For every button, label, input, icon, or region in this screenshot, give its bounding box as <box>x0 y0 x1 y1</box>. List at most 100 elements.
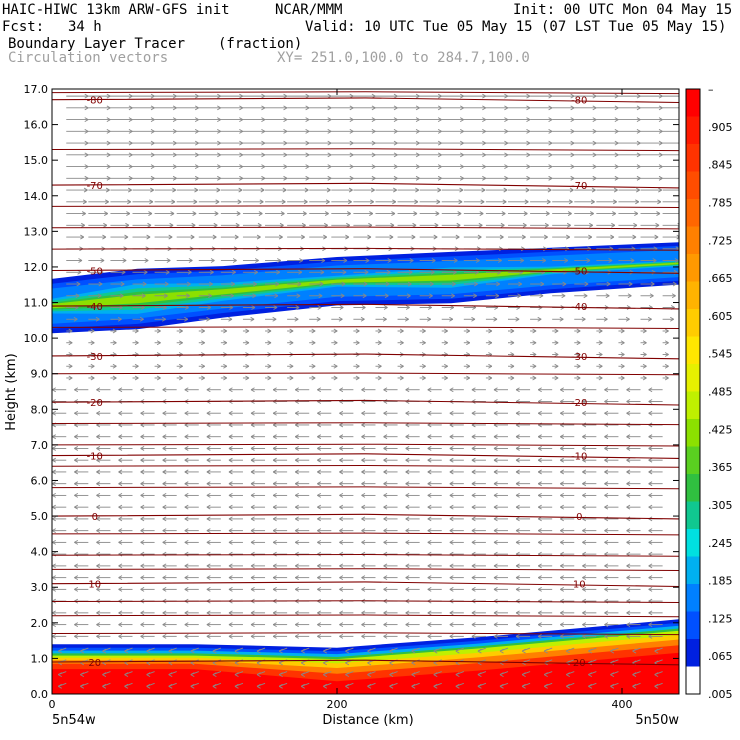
vector-arrowhead <box>289 328 294 334</box>
vector-arrowhead <box>437 164 442 169</box>
vector-arrowhead <box>361 575 366 581</box>
vector-arrowhead <box>305 164 310 169</box>
vector-arrowhead <box>323 683 328 689</box>
vector-arrowhead <box>471 586 476 592</box>
vector-arrowhead <box>421 375 426 381</box>
vector-arrowhead <box>90 340 95 346</box>
contour-label: -30 <box>571 352 587 363</box>
vector-arrowhead <box>437 93 442 99</box>
vector-arrowhead <box>239 93 244 99</box>
vector-arrowhead <box>162 622 167 627</box>
vector-arrowhead <box>317 504 322 510</box>
vector-arrowhead <box>90 363 95 369</box>
vector-arrowhead <box>493 610 498 616</box>
vector-arrowhead <box>626 399 631 404</box>
vector-arrowhead <box>323 672 328 677</box>
vector-arrowhead <box>305 117 310 122</box>
vector-arrowhead <box>570 175 575 181</box>
org-label: NCAR/MMM <box>275 2 343 18</box>
vector-arrowhead <box>554 375 559 381</box>
vector-arrowhead <box>504 164 509 169</box>
y-tick-label: 1.0 <box>31 652 49 665</box>
vector-arrowhead <box>140 387 145 393</box>
vector-arrowhead <box>140 446 145 451</box>
x-tick-label: 400 <box>612 698 633 711</box>
vector-arrowhead <box>339 504 344 510</box>
vector-arrowhead <box>648 575 653 581</box>
vector-arrowhead <box>413 211 418 216</box>
vector-arrowhead <box>526 117 531 122</box>
vector-arrowhead <box>250 457 255 463</box>
vector-arrowhead <box>502 199 507 205</box>
vector-arrowhead <box>304 187 309 193</box>
vector-arrowhead <box>614 152 619 158</box>
temperature-contour <box>52 553 679 557</box>
vector-arrowhead <box>658 175 663 181</box>
vector-arrowhead <box>475 258 480 263</box>
vector-arrowhead <box>604 622 609 627</box>
vector-arrowhead <box>120 281 125 287</box>
vector-arrowhead <box>471 575 476 581</box>
vector-arrowhead <box>217 164 221 169</box>
vector-arrowhead <box>162 540 167 545</box>
vector-arrowhead <box>250 469 255 475</box>
vector-arrowhead <box>261 93 266 99</box>
colorbar-label: .545 <box>708 348 733 361</box>
vector-arrowhead <box>74 446 79 451</box>
vector-arrowhead <box>537 434 542 440</box>
vector-arrowhead <box>515 457 520 463</box>
vector-arrowhead <box>250 493 255 498</box>
vector-arrowhead <box>184 563 189 569</box>
vector-arrowhead <box>261 175 266 181</box>
vector-arrowhead <box>178 328 183 334</box>
vector-arrowhead <box>636 117 641 122</box>
colorbar-label: .185 <box>708 575 733 588</box>
vector-arrowhead <box>96 516 101 522</box>
vector-arrowhead <box>449 434 454 440</box>
vector-arrowhead <box>162 446 167 451</box>
vector-arrowhead <box>384 293 389 299</box>
y-tick-label: 0.0 <box>31 688 49 701</box>
vector-arrowhead <box>250 316 255 322</box>
vector-arrowhead <box>526 140 531 146</box>
vector-arrowhead <box>471 563 476 569</box>
vector-arrowhead <box>169 222 174 228</box>
vector-arrowhead <box>517 293 522 299</box>
vector-arrowhead <box>348 187 353 193</box>
vector-arrowhead <box>96 387 101 393</box>
vector-arrowhead <box>206 516 211 522</box>
vector-arrowhead <box>118 434 123 440</box>
vector-arrowhead <box>560 633 564 639</box>
contour-label: 10 <box>573 580 586 591</box>
vector-arrowhead <box>411 648 416 654</box>
vector-arrowhead <box>156 328 161 334</box>
vector-arrowhead <box>626 528 631 534</box>
vector-arrowhead <box>471 316 476 322</box>
vector-arrowhead <box>128 93 133 99</box>
vector-arrowhead <box>217 117 221 122</box>
vector-arrowhead <box>80 648 85 654</box>
vector-arrowhead <box>166 258 171 263</box>
vector-arrowhead <box>460 117 464 122</box>
vector-arrowhead <box>471 633 476 639</box>
vector-arrowhead <box>283 175 288 181</box>
vector-arrowhead <box>560 528 564 534</box>
vector-arrowhead <box>460 175 464 181</box>
vector-arrowhead <box>393 128 398 134</box>
vector-arrowhead <box>427 493 432 498</box>
vector-arrowhead <box>206 457 211 463</box>
vector-arrowhead <box>482 128 487 134</box>
vector-arrowhead <box>471 446 476 451</box>
vector-arrowhead <box>106 140 111 146</box>
vector-arrowhead <box>493 493 498 498</box>
vector-arrowhead <box>321 258 326 263</box>
vector-arrowhead <box>499 672 504 677</box>
vector-arrowhead <box>245 375 250 381</box>
vector-arrowhead <box>261 140 266 146</box>
vector-arrowhead <box>140 504 145 510</box>
temperature-contour <box>52 581 679 588</box>
vector-arrowhead <box>604 504 609 510</box>
vector-arrowhead <box>118 575 123 581</box>
vector-arrowhead <box>289 363 294 369</box>
vector-arrowhead <box>540 281 545 287</box>
